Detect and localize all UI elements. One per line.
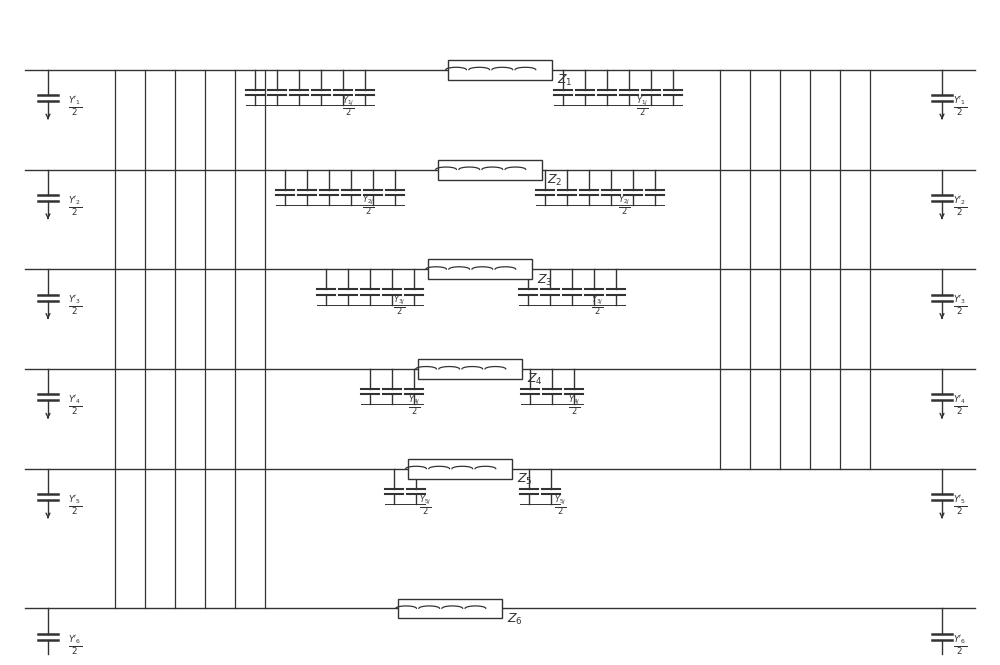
Bar [428, 259, 532, 279]
Bar [408, 459, 512, 479]
Text: $\frac{Y'_{3}}{2}$: $\frac{Y'_{3}}{2}$ [953, 295, 967, 317]
Text: $\frac{Y'_{6}}{2}$: $\frac{Y'_{6}}{2}$ [953, 634, 967, 656]
Text: $\frac{Y_{4j}}{2}$: $\frac{Y_{4j}}{2}$ [408, 393, 421, 418]
Text: $\frac{Y'_{1}}{2}$: $\frac{Y'_{1}}{2}$ [953, 95, 967, 118]
Text: $\frac{Y_{2j}}{2}$: $\frac{Y_{2j}}{2}$ [362, 194, 375, 219]
Text: $\frac{Y_{3j}}{2}$: $\frac{Y_{3j}}{2}$ [393, 293, 406, 319]
Text: $\frac{Y'_{4}}{2}$: $\frac{Y'_{4}}{2}$ [68, 394, 82, 417]
Text: $Z_{5}$: $Z_{5}$ [517, 472, 533, 487]
Text: $Z_{2}$: $Z_{2}$ [547, 173, 562, 188]
Text: $\frac{Y'_{6}}{2}$: $\frac{Y'_{6}}{2}$ [68, 634, 82, 656]
Bar [448, 60, 552, 80]
Text: $\frac{Y'_{1}}{2}$: $\frac{Y'_{1}}{2}$ [68, 95, 82, 118]
Text: $\frac{Y_{2j}}{2}$: $\frac{Y_{2j}}{2}$ [618, 194, 631, 219]
Text: $\frac{Y_{4j}}{2}$: $\frac{Y_{4j}}{2}$ [568, 393, 581, 418]
Text: $\frac{Y'_{2}}{2}$: $\frac{Y'_{2}}{2}$ [953, 195, 967, 217]
Bar [398, 598, 502, 618]
Text: $\frac{Y_{5j}}{2}$: $\frac{Y_{5j}}{2}$ [419, 493, 432, 518]
Text: $\frac{Y_{1j}}{2}$: $\frac{Y_{1j}}{2}$ [636, 94, 649, 119]
Bar [438, 160, 542, 180]
Text: $\frac{Y'_{2}}{2}$: $\frac{Y'_{2}}{2}$ [68, 195, 82, 217]
Text: $\frac{Y_{5j}}{2}$: $\frac{Y_{5j}}{2}$ [554, 493, 567, 518]
Text: $\frac{Y'_{5}}{2}$: $\frac{Y'_{5}}{2}$ [953, 494, 967, 517]
Text: $\frac{Y'_{5}}{2}$: $\frac{Y'_{5}}{2}$ [68, 494, 82, 517]
Text: $\frac{Y'_{4}}{2}$: $\frac{Y'_{4}}{2}$ [953, 394, 967, 417]
Text: $\frac{Y_{1j}}{2}$: $\frac{Y_{1j}}{2}$ [342, 94, 355, 119]
Text: $Z_{6}$: $Z_{6}$ [507, 612, 523, 626]
Text: $\frac{Y_{3j}}{2}$: $\frac{Y_{3j}}{2}$ [591, 293, 604, 319]
Text: $\frac{Y'_{3}}{2}$: $\frac{Y'_{3}}{2}$ [68, 295, 82, 317]
Text: $Z_{4}$: $Z_{4}$ [527, 372, 543, 387]
Text: $Z_{1}$: $Z_{1}$ [557, 73, 573, 88]
Bar [418, 359, 522, 379]
Text: $Z_{3}$: $Z_{3}$ [537, 273, 553, 287]
